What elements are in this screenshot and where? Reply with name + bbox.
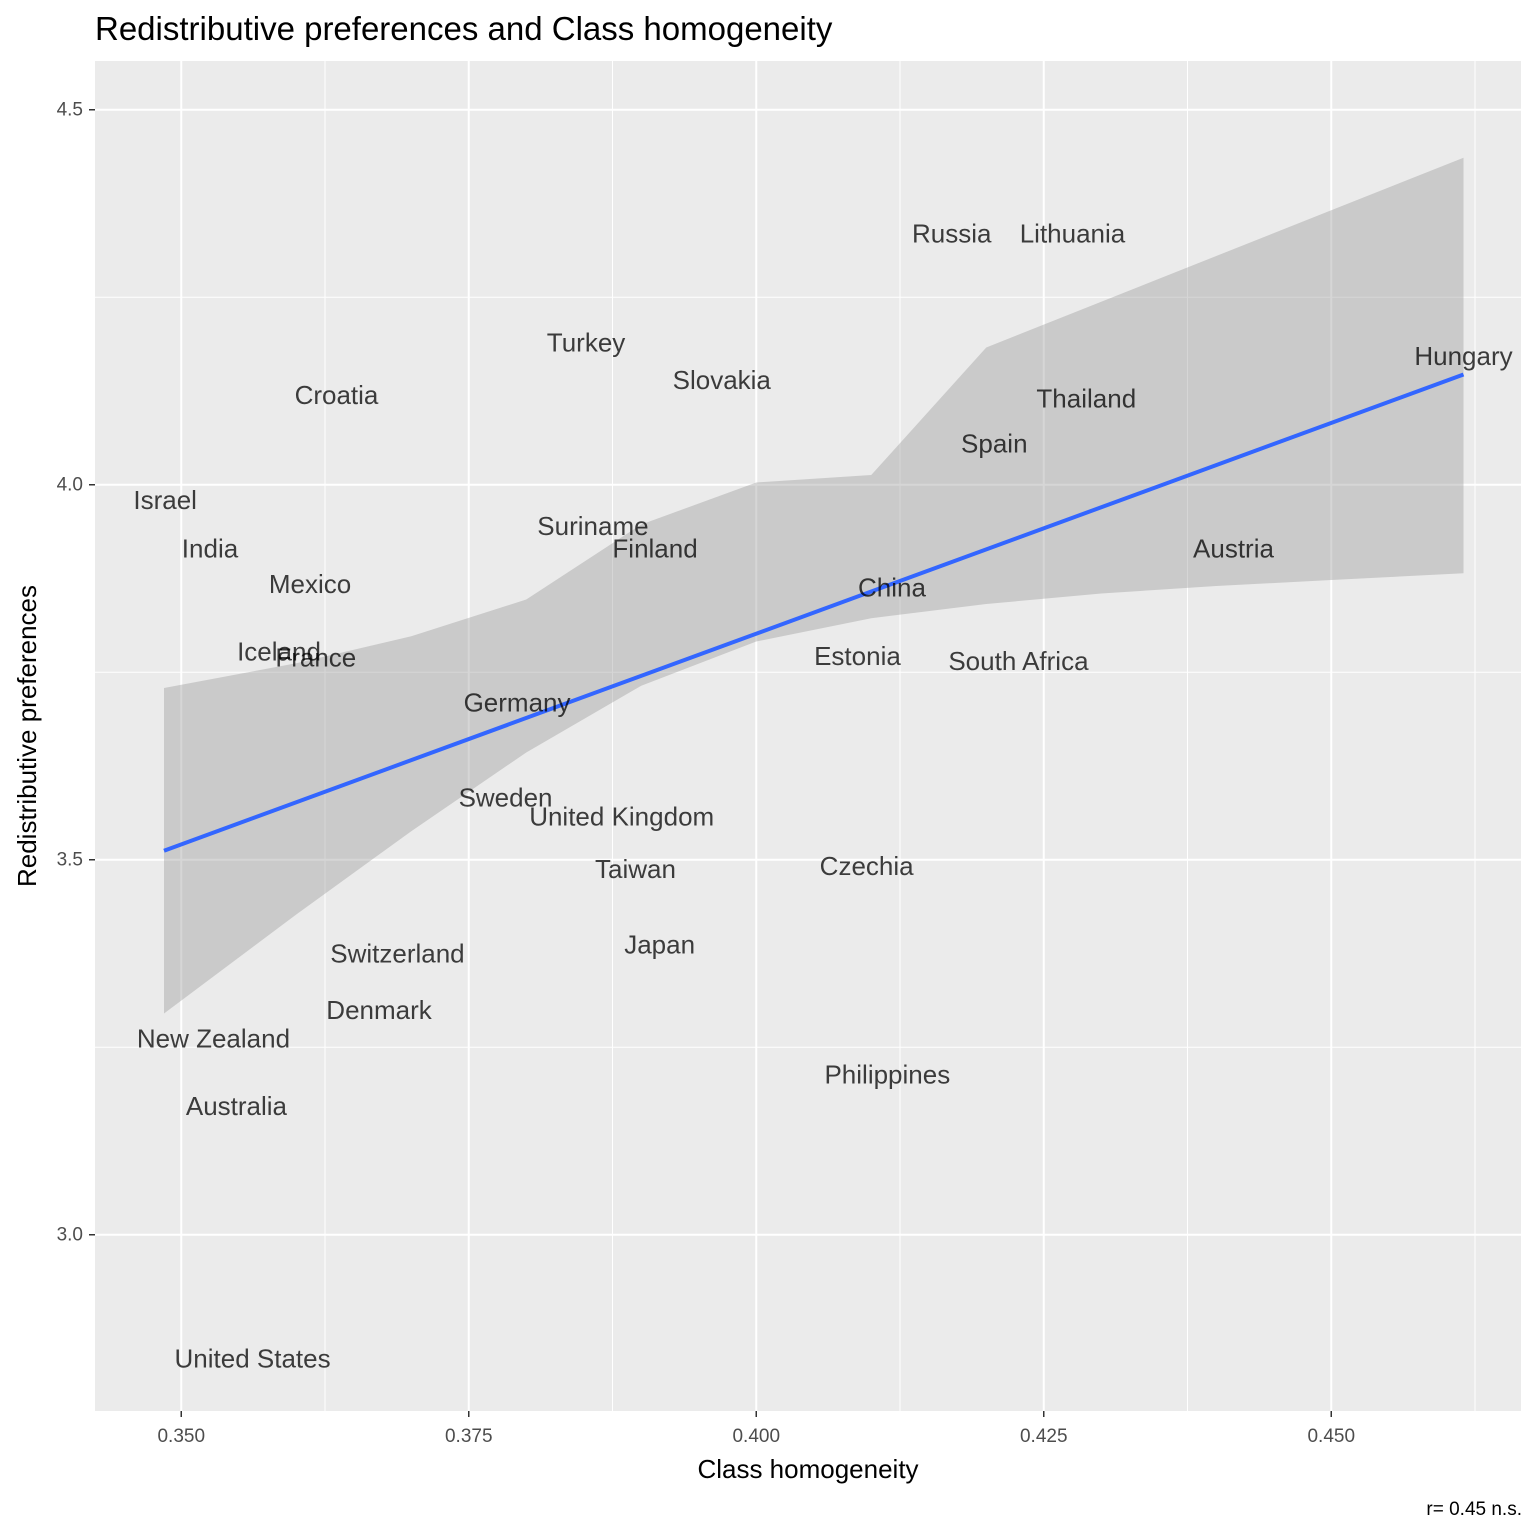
- regression-line: [163, 372, 1465, 853]
- correlation-caption: r= 0.45 n.s.: [1426, 1499, 1522, 1520]
- plot-panel: [95, 61, 1521, 1411]
- country-label-india: India: [182, 534, 239, 564]
- country-label-israel: Israel: [133, 485, 197, 515]
- country-label-taiwan: Taiwan: [595, 854, 676, 884]
- country-label-france: France: [275, 642, 356, 672]
- country-label-croatia: Croatia: [295, 380, 379, 410]
- country-label-russia: Russia: [912, 219, 992, 249]
- country-label-slovakia: Slovakia: [673, 365, 772, 395]
- x-axis-ticks: 0.350 0.375 0.400 0.425 0.450: [157, 1411, 1355, 1447]
- country-label-thailand: Thailand: [1036, 384, 1136, 414]
- country-label-iceland: Iceland: [237, 636, 321, 666]
- country-label-australia: Australia: [186, 1091, 288, 1121]
- country-label-austria: Austria: [1193, 534, 1274, 564]
- country-label-united-kingdom: United Kingdom: [529, 801, 714, 831]
- x-tick-label: 0.425: [1020, 1426, 1068, 1447]
- country-label-new-zealand: New Zealand: [137, 1023, 290, 1053]
- y-tick-label: 4.0: [57, 474, 83, 495]
- country-label-suriname: Suriname: [537, 511, 648, 541]
- country-label-united-states: United States: [175, 1344, 331, 1374]
- y-axis-ticks: 3.0 3.5 4.0 4.5: [57, 99, 95, 1245]
- country-label-sweden: Sweden: [459, 783, 553, 813]
- country-label-denmark: Denmark: [326, 995, 432, 1025]
- country-label-lithuania: Lithuania: [1020, 219, 1126, 249]
- country-label-spain: Spain: [961, 429, 1028, 459]
- y-axis-title: Redistributive preferences: [12, 585, 42, 887]
- minor-gridlines: [95, 61, 1521, 1411]
- country-label-germany: Germany: [464, 687, 571, 717]
- country-label-mexico: Mexico: [269, 569, 351, 599]
- country-labels: Russia Lithuania Turkey Hungary Slovakia Croa…: [133, 219, 1512, 1374]
- country-label-china: China: [858, 573, 926, 603]
- y-tick-label: 4.5: [57, 99, 83, 120]
- country-label-estonia: Estonia: [814, 641, 901, 671]
- country-label-czechia: Czechia: [820, 851, 914, 881]
- major-gridlines: [95, 61, 1521, 1411]
- x-tick-label: 0.375: [445, 1426, 493, 1447]
- x-tick-label: 0.400: [732, 1426, 780, 1447]
- country-label-hungary: Hungary: [1414, 341, 1512, 371]
- country-label-switzerland: Switzerland: [330, 939, 464, 969]
- x-axis-title: Class homogeneity: [697, 1454, 918, 1484]
- country-label-finland: Finland: [612, 534, 697, 564]
- y-tick-label: 3.0: [57, 1224, 83, 1245]
- x-tick-label: 0.450: [1307, 1426, 1355, 1447]
- country-label-turkey: Turkey: [547, 327, 626, 357]
- country-label-philippines: Philippines: [824, 1059, 950, 1089]
- country-label-south-africa: South Africa: [948, 646, 1089, 676]
- chart-title: Redistributive preferences and Class hom…: [95, 10, 833, 47]
- x-tick-label: 0.350: [157, 1426, 205, 1447]
- country-label-japan: Japan: [624, 930, 695, 960]
- confidence-band: [164, 157, 1464, 1014]
- y-tick-label: 3.5: [57, 849, 83, 870]
